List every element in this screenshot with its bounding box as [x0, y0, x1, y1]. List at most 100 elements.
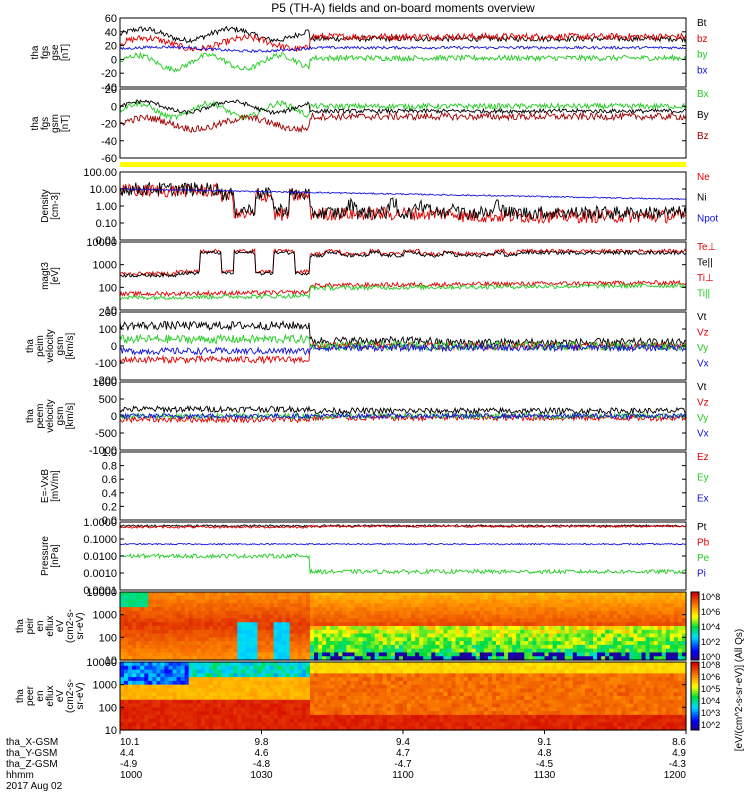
y-tick-label: 1000: [93, 610, 117, 622]
spectrogram-cell: [172, 680, 178, 686]
spectrogram-cell: [459, 669, 465, 674]
spectrogram-cell: [593, 603, 598, 608]
spectrogram-cell: [435, 607, 440, 612]
spectrogram-cell: [528, 688, 533, 693]
spectrogram-cell: [524, 641, 529, 646]
spectrogram-cell: [463, 692, 469, 697]
spectrogram-cell: [625, 592, 630, 597]
spectrogram-cell: [273, 696, 279, 701]
spectrogram-cell: [148, 641, 153, 646]
spectrogram-cell: [297, 722, 303, 727]
spectrogram-cell: [475, 669, 481, 674]
spectrogram-cell: [249, 614, 255, 620]
spectrogram-cell: [132, 692, 137, 697]
spectrogram-cell: [576, 673, 582, 678]
spectrogram-cell: [479, 622, 485, 627]
spectrogram-cell: [520, 614, 525, 620]
spectrogram-cell: [217, 652, 222, 657]
spectrogram-cell: [621, 699, 626, 705]
spectrogram-cell: [301, 680, 307, 686]
spectrogram-cell: [532, 618, 538, 623]
spectrogram-cell: [301, 644, 307, 650]
spectrogram-cell: [362, 614, 368, 620]
spectrogram-cell: [423, 622, 428, 627]
spectrogram-cell: [390, 718, 396, 724]
spectrogram-cell: [483, 641, 489, 646]
spectrogram-cell: [374, 607, 380, 612]
spectrogram-cell: [237, 665, 242, 671]
spectrogram-cell: [318, 603, 323, 608]
spectrogram-cell: [184, 688, 190, 693]
spectrogram-cell: [204, 665, 210, 671]
spectrogram-cell: [160, 696, 166, 701]
spectrogram-cell: [633, 614, 639, 620]
spectrogram-cell: [297, 641, 303, 646]
spectrogram-cell: [305, 614, 311, 620]
spectrogram-cell: [212, 718, 218, 724]
spectrogram-cell: [613, 726, 618, 731]
spectrogram-cell: [568, 595, 574, 601]
spectrogram-cell: [633, 637, 639, 642]
spectrogram-cell: [593, 673, 598, 678]
spectrogram-cell: [601, 680, 606, 686]
spectrogram-cell: [677, 610, 683, 616]
spectrogram-cell: [285, 726, 291, 731]
spectrogram-cell: [241, 607, 246, 612]
spectrogram-cell: [301, 711, 307, 716]
y-axis-label: [km/s]: [65, 332, 76, 359]
spectrogram-cell: [314, 722, 319, 727]
spectrogram-cell: [338, 592, 343, 597]
spectrogram-cell: [439, 610, 445, 616]
spectrogram-cell: [257, 696, 263, 701]
spectrogram-cell: [536, 629, 542, 635]
spectrogram-cell: [564, 603, 570, 608]
y-axis-label: [cm-3]: [50, 192, 61, 220]
spectrogram-cell: [556, 648, 562, 654]
spectrogram-cell: [443, 722, 449, 727]
spectrogram-cell: [221, 673, 226, 678]
spectrogram-cell: [661, 641, 667, 646]
spectrogram-cell: [136, 692, 141, 697]
spectrogram-cell: [390, 603, 396, 608]
spectrogram-cell: [281, 629, 287, 635]
spectrogram-cell: [609, 610, 614, 616]
spectrogram-cell: [285, 662, 291, 667]
spectrogram-cell: [305, 714, 311, 720]
spectrogram-cell: [273, 656, 279, 661]
spectrogram-cell: [140, 669, 145, 674]
spectrogram-cell: [374, 699, 380, 705]
spectrogram-cell: [653, 603, 659, 608]
spectrogram-cell: [330, 680, 335, 686]
spectrogram-cell: [601, 692, 606, 697]
spectrogram-cell: [455, 626, 461, 631]
spectrogram-cell: [301, 673, 307, 678]
y-tick-label: 0.0001: [83, 585, 117, 597]
panel-frame: [119, 171, 687, 241]
spectrogram-cell: [370, 603, 376, 608]
spectrogram-cell: [491, 618, 497, 623]
spectrogram-cell: [403, 726, 408, 731]
spectrogram-cell: [491, 684, 497, 690]
spectrogram-cell: [483, 699, 489, 705]
spectrogram-cell: [208, 622, 214, 627]
spectrogram-cell: [641, 592, 647, 597]
spectrogram-cell: [152, 644, 157, 650]
spectrogram-cell: [637, 633, 643, 638]
spectrogram-cell: [128, 607, 133, 612]
spectrogram-cell: [427, 614, 432, 620]
spectrogram-cell: [617, 626, 622, 631]
spectrogram-cell: [560, 618, 566, 623]
spectrogram-cell: [289, 610, 295, 616]
spectrogram-cell: [435, 707, 440, 712]
spectrogram-cell: [593, 626, 598, 631]
spectrogram-cell: [665, 614, 671, 620]
spectrogram-cell: [326, 707, 331, 712]
spectrogram-cell: [524, 592, 529, 597]
spectrogram-cell: [204, 680, 210, 686]
spectrogram-cell: [172, 714, 178, 720]
spectrogram-cell: [330, 711, 335, 716]
spectrogram-cell: [354, 665, 360, 671]
spectrogram-cell: [512, 699, 517, 705]
spectrogram-cell: [249, 641, 255, 646]
